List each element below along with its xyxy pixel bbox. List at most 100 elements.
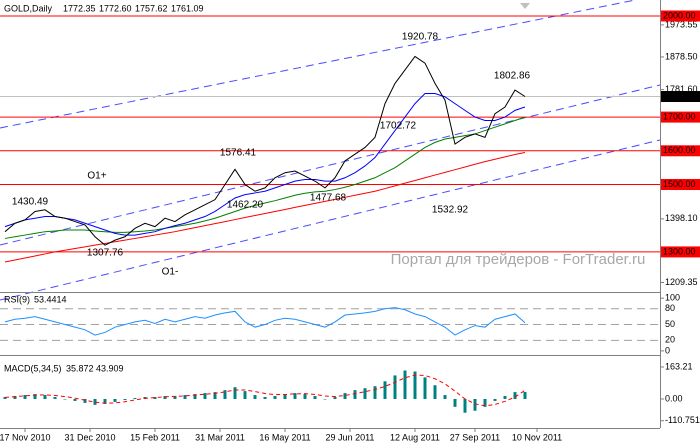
- macd-bar: [273, 396, 277, 399]
- macd-bar: [23, 395, 27, 399]
- y-tick-label: 100: [665, 293, 680, 303]
- y-tick-label: -110.751: [665, 415, 700, 425]
- x-tick-label: 12 Aug 2011: [390, 432, 440, 442]
- ma-slow: [4, 151, 526, 263]
- annotation: 1802.86: [494, 71, 531, 82]
- macd-bar: [513, 392, 517, 399]
- macd-bar: [313, 396, 317, 399]
- annotation: 1920.78: [402, 32, 439, 43]
- macd-bar: [403, 370, 407, 399]
- y-tick-label: 0: [665, 345, 670, 355]
- y-tick-label: 1878.50: [665, 51, 698, 61]
- rsi-value: 53.4414: [34, 294, 67, 304]
- rsi-title: RSI(9): [4, 294, 30, 304]
- macd-bar: [223, 390, 227, 399]
- macd-bar: [13, 396, 17, 399]
- macd-bar: [293, 393, 297, 399]
- macd-bar: [213, 392, 217, 399]
- level-label: 1600.00: [663, 145, 696, 155]
- x-tick-label: 31 Dec 2010: [64, 432, 115, 442]
- macd-bar: [3, 397, 7, 399]
- x-tick-label: 27 Sep 2011: [450, 432, 500, 442]
- macd-signal: [4, 374, 526, 407]
- macd-bar: [113, 398, 117, 402]
- macd-bar: [323, 398, 327, 400]
- channel-upper: [0, 0, 638, 129]
- annotation: 1702.72: [380, 121, 417, 132]
- macd-bar: [393, 375, 397, 399]
- annotation: O1+: [87, 171, 106, 182]
- x-tick-label: 29 Jun 2011: [326, 432, 375, 442]
- ma-medium: [4, 116, 526, 239]
- annotation: 1477.68: [310, 193, 347, 204]
- macd-signal-value: 43.909: [96, 363, 124, 373]
- level-label: 2000.00: [663, 10, 696, 20]
- ohlc-high: 1772.60: [99, 3, 132, 13]
- level-box: [661, 111, 700, 123]
- annotation: 1462.20: [227, 200, 264, 211]
- macd-value: 35.872: [66, 363, 94, 373]
- macd-bar: [133, 397, 137, 399]
- y-tick-label: 80: [665, 303, 675, 313]
- macd-bar: [373, 386, 377, 399]
- macd-bar: [303, 394, 307, 399]
- level-label: 1700.00: [663, 111, 696, 121]
- macd-bar: [283, 394, 287, 399]
- watermark: Портал для трейдеров - ForTrader.ru: [391, 251, 646, 268]
- x-tick-label: 31 Mar 2011: [195, 432, 245, 442]
- chart-title: GOLD,Daily: [4, 3, 53, 13]
- macd-bar: [353, 390, 357, 399]
- channel-middle: [0, 84, 661, 246]
- macd-bar: [93, 398, 97, 405]
- macd-bar: [253, 395, 257, 399]
- macd-bar: [463, 398, 467, 413]
- x-tick-label: 17 Nov 2010: [0, 432, 51, 442]
- ohlc-open: 1772.35: [63, 3, 96, 13]
- macd-bar: [383, 381, 387, 399]
- macd-bar: [43, 395, 47, 399]
- macd-bar: [333, 397, 337, 399]
- y-tick-label: 0.00: [665, 393, 683, 403]
- macd-bar: [233, 387, 237, 399]
- annotation: 1532.92: [432, 205, 469, 216]
- macd-bar: [203, 393, 207, 399]
- macd-bar: [453, 398, 457, 407]
- macd-bar: [183, 395, 187, 399]
- macd-bar: [443, 395, 447, 399]
- macd-bar: [413, 371, 417, 399]
- ma-fast: [4, 93, 526, 236]
- macd-bar: [523, 391, 527, 399]
- macd-bar: [483, 398, 487, 407]
- macd-bar: [123, 398, 127, 400]
- macd-bar: [33, 394, 37, 399]
- level-label: 1500.00: [663, 179, 696, 189]
- level-box: [661, 179, 700, 191]
- y-tick-label: 20: [665, 335, 675, 345]
- shift-marker: [520, 3, 530, 9]
- level-label: 1300.00: [663, 246, 696, 256]
- macd-bar: [173, 396, 177, 399]
- macd-bar: [83, 398, 87, 403]
- channel-lines: [0, 0, 661, 301]
- annotation: 1576.41: [220, 148, 257, 159]
- y-tick-label: 1209.35: [665, 277, 698, 287]
- macd-bar: [73, 398, 77, 401]
- macd-bar: [493, 398, 497, 401]
- macd-bar: [503, 396, 507, 399]
- macd-bar: [433, 385, 437, 399]
- macd-bar: [363, 388, 367, 399]
- x-tick-label: 15 Feb 2011: [130, 432, 180, 442]
- macd-title: MACD(5,34,5): [4, 363, 62, 373]
- macd-bar: [103, 398, 107, 404]
- level-box: [661, 246, 700, 258]
- y-tick-label: 1781.60: [665, 84, 698, 94]
- x-tick-label: 10 Nov 2011: [512, 432, 562, 442]
- current-price-box: [661, 91, 700, 103]
- macd-bar: [343, 393, 347, 399]
- macd-bar: [423, 377, 427, 399]
- y-tick-label: 1973.55: [665, 19, 698, 29]
- channel-lower: [0, 139, 661, 301]
